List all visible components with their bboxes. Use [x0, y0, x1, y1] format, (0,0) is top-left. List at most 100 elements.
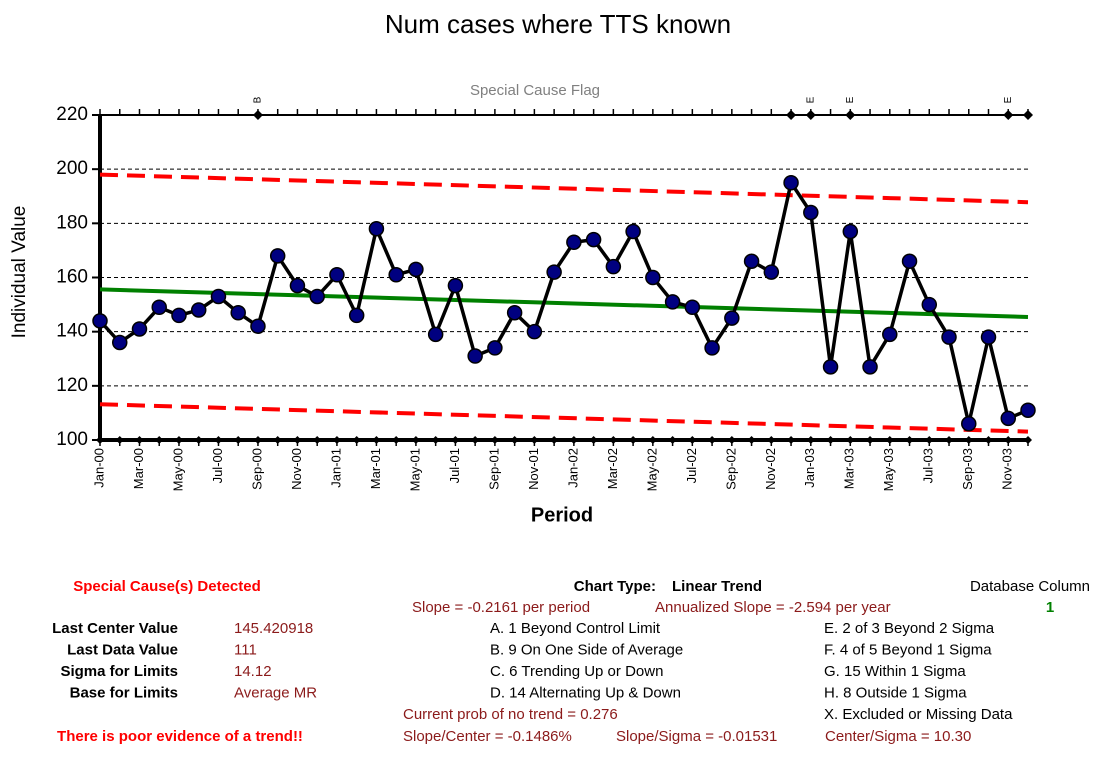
- x-tick-label: Jul-02: [684, 448, 699, 483]
- chart-type-label: Chart Type:: [574, 578, 656, 595]
- x-tick-label: Mar-03: [842, 448, 857, 489]
- data-point: [427, 326, 444, 343]
- slope-center: Slope/Center = -0.1486%: [403, 728, 572, 745]
- data-point: [289, 277, 306, 294]
- data-point: [230, 304, 246, 321]
- x-tick-label: Sep-02: [723, 448, 738, 490]
- flag-marker: [1023, 110, 1033, 120]
- flag-title: Special Cause Flag: [470, 82, 600, 99]
- x-tick-label: Mar-00: [131, 448, 146, 489]
- x-axis-label: Period: [531, 504, 593, 526]
- x-tick-label: Jul-00: [210, 448, 225, 483]
- data-point: [269, 248, 286, 264]
- data-point: [1020, 402, 1036, 418]
- flag-marker: [252, 110, 263, 120]
- flag-label: E: [1003, 96, 1014, 103]
- data-point: [250, 318, 266, 334]
- x-tick-label: Jul-03: [921, 448, 936, 483]
- data-point: [546, 264, 562, 280]
- x-tick-label: May-02: [644, 448, 659, 491]
- center-line: [99, 287, 1029, 319]
- data-point: [704, 340, 720, 356]
- stat-value: 145.420918: [234, 620, 313, 637]
- stat-label: Base for Limits: [70, 684, 178, 701]
- x-tick-label: Jan-00: [91, 448, 106, 488]
- y-tick-label: 180: [56, 212, 88, 233]
- chart-type: Linear Trend: [672, 578, 762, 595]
- flag-marker: [786, 110, 797, 120]
- y-tick-label: 160: [56, 267, 88, 288]
- rule: C. 6 Trending Up or Down: [490, 663, 663, 680]
- data-point: [131, 321, 148, 337]
- data-point: [408, 261, 424, 278]
- flag-marker: [1003, 110, 1014, 120]
- annualized-slope: Annualized Slope = -2.594 per year: [655, 599, 891, 616]
- data-point: [763, 264, 780, 280]
- data-point: [190, 302, 207, 318]
- rule: B. 9 On One Side of Average: [490, 641, 683, 658]
- x-tick-label: Nov-02: [763, 448, 778, 490]
- stat-label: Last Center Value: [52, 620, 178, 637]
- x-tick-label: Nov-00: [289, 448, 304, 490]
- x-tick-label: Jan-01: [328, 448, 343, 488]
- x-tick-label: Jan-02: [565, 448, 580, 488]
- x-tick-label: Sep-03: [960, 448, 975, 490]
- flag-label: B: [253, 96, 264, 103]
- data-point: [566, 234, 582, 251]
- flag-marker: [845, 110, 856, 120]
- data-point: [901, 253, 918, 269]
- data-point: [447, 277, 464, 294]
- rule: D. 14 Alternating Up & Down: [490, 684, 681, 701]
- rule: H. 8 Outside 1 Sigma: [824, 684, 967, 701]
- data-point: [467, 348, 483, 364]
- x-tick-label: May-00: [170, 448, 185, 491]
- data-point: [92, 313, 108, 329]
- x-tick-label: Sep-00: [249, 448, 264, 490]
- rule: F. 4 of 5 Beyond 1 Sigma: [824, 641, 992, 658]
- data-point: [388, 267, 404, 283]
- center-sigma: Center/Sigma = 10.30: [825, 728, 971, 745]
- data-point: [822, 359, 839, 375]
- evidence: There is poor evidence of a trend!!: [57, 728, 303, 745]
- stat-value: 111: [234, 641, 257, 658]
- data-point: [368, 221, 385, 237]
- x-tick-label: Nov-03: [1000, 448, 1015, 490]
- y-tick-label: 220: [56, 104, 88, 125]
- x-tick-label: May-03: [881, 448, 896, 491]
- y-tick-label: 100: [56, 429, 88, 450]
- data-point: [783, 174, 799, 191]
- x-tick-label: Jul-01: [447, 448, 462, 483]
- flag-marker: [805, 110, 816, 120]
- slope: Slope = -0.2161 per period: [412, 599, 590, 616]
- data-point: [921, 296, 938, 313]
- data-point: [210, 288, 227, 305]
- data-point: [506, 304, 523, 321]
- data-point: [329, 267, 345, 283]
- data-point: [743, 253, 760, 269]
- data-point: [980, 329, 997, 345]
- data-point: [1000, 410, 1017, 427]
- x-tick-label: Nov-01: [526, 448, 541, 490]
- lower-control-limit: [99, 402, 1029, 434]
- data-point: [941, 329, 957, 345]
- x-tick-label: Mar-01: [368, 448, 383, 489]
- data-point: [605, 258, 622, 275]
- data-point: [526, 323, 543, 340]
- data-point: [348, 307, 365, 324]
- data-point: [487, 340, 503, 356]
- stat-label: Sigma for Limits: [60, 663, 178, 680]
- y-tick-label: 200: [56, 158, 88, 179]
- data-point: [171, 307, 187, 324]
- data-point: [961, 416, 977, 432]
- data-point: [684, 299, 701, 316]
- data-point: [724, 310, 740, 326]
- data-point: [664, 294, 681, 310]
- data-point: [803, 204, 819, 221]
- rule: G. 15 Within 1 Sigma: [824, 663, 966, 680]
- data-point: [151, 299, 167, 316]
- data-point: [309, 288, 325, 305]
- data-point: [882, 326, 898, 343]
- stat-value: 14.12: [234, 663, 272, 680]
